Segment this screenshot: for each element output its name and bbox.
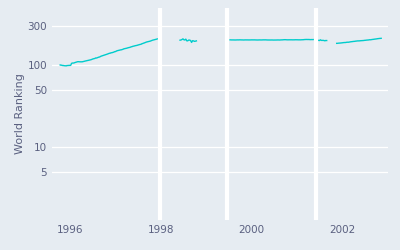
Y-axis label: World Ranking: World Ranking [15, 73, 25, 154]
